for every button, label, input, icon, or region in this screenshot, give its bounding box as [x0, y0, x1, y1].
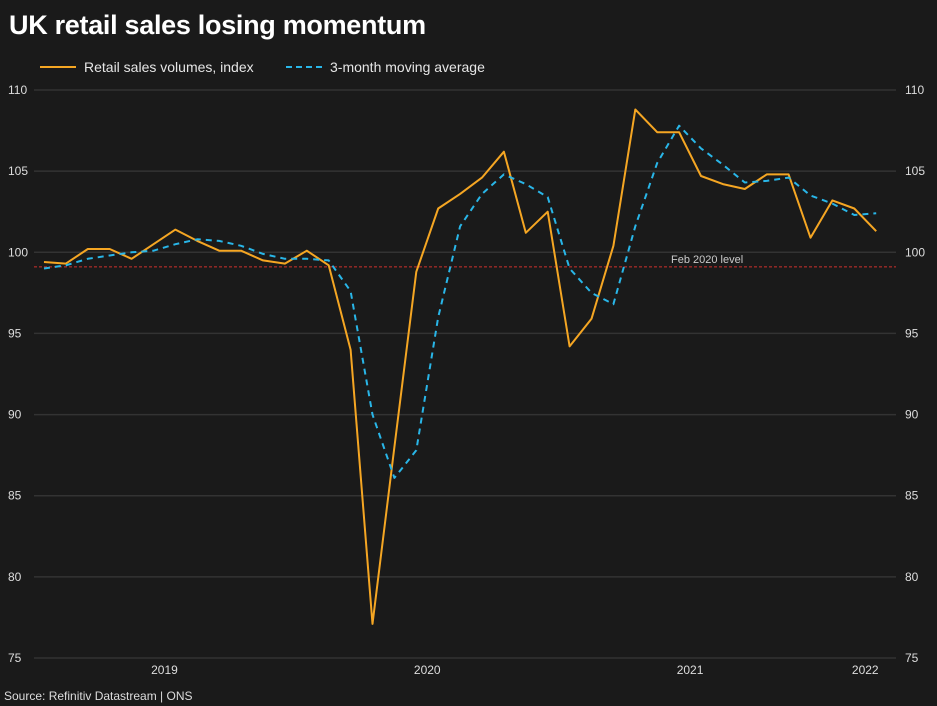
legend-label: Retail sales volumes, index	[84, 59, 254, 75]
y-tick-label-right: 85	[905, 489, 919, 503]
y-tick-label-left: 80	[8, 570, 22, 584]
source-note: Source: Refinitiv Datastream | ONS	[4, 689, 193, 703]
y-tick-label-right: 110	[905, 83, 924, 97]
x-tick-label: 2019	[151, 663, 178, 677]
chart-title: UK retail sales losing momentum	[9, 10, 426, 40]
y-tick-label-right: 95	[905, 326, 919, 340]
series-line-retail-sales	[43, 108, 877, 625]
y-tick-label-left: 95	[8, 326, 22, 340]
series-line-moving-average	[43, 124, 877, 479]
y-tick-label-left: 90	[8, 408, 22, 422]
y-tick-label-right: 90	[905, 408, 919, 422]
y-tick-label-right: 75	[905, 651, 919, 665]
reference-label: Feb 2020 level	[671, 254, 743, 266]
legend-swatch-solid	[40, 66, 76, 68]
legend-item-retail-sales: Retail sales volumes, index	[40, 59, 254, 75]
x-tick-label: 2022	[852, 663, 879, 677]
y-tick-label-right: 105	[905, 164, 925, 178]
x-tick-label: 2021	[677, 663, 704, 677]
y-tick-label-right: 80	[905, 570, 919, 584]
legend-item-moving-average: 3-month moving average	[286, 59, 485, 75]
y-tick-label-left: 100	[8, 245, 28, 259]
y-tick-label-left: 110	[8, 83, 27, 97]
y-tick-label-left: 75	[8, 651, 22, 665]
legend-swatch-dashed	[286, 66, 322, 68]
legend-label: 3-month moving average	[330, 59, 485, 75]
x-tick-label: 2020	[414, 663, 441, 677]
y-tick-label-left: 105	[8, 164, 28, 178]
y-tick-label-left: 85	[8, 489, 22, 503]
y-tick-label-right: 100	[905, 245, 925, 259]
